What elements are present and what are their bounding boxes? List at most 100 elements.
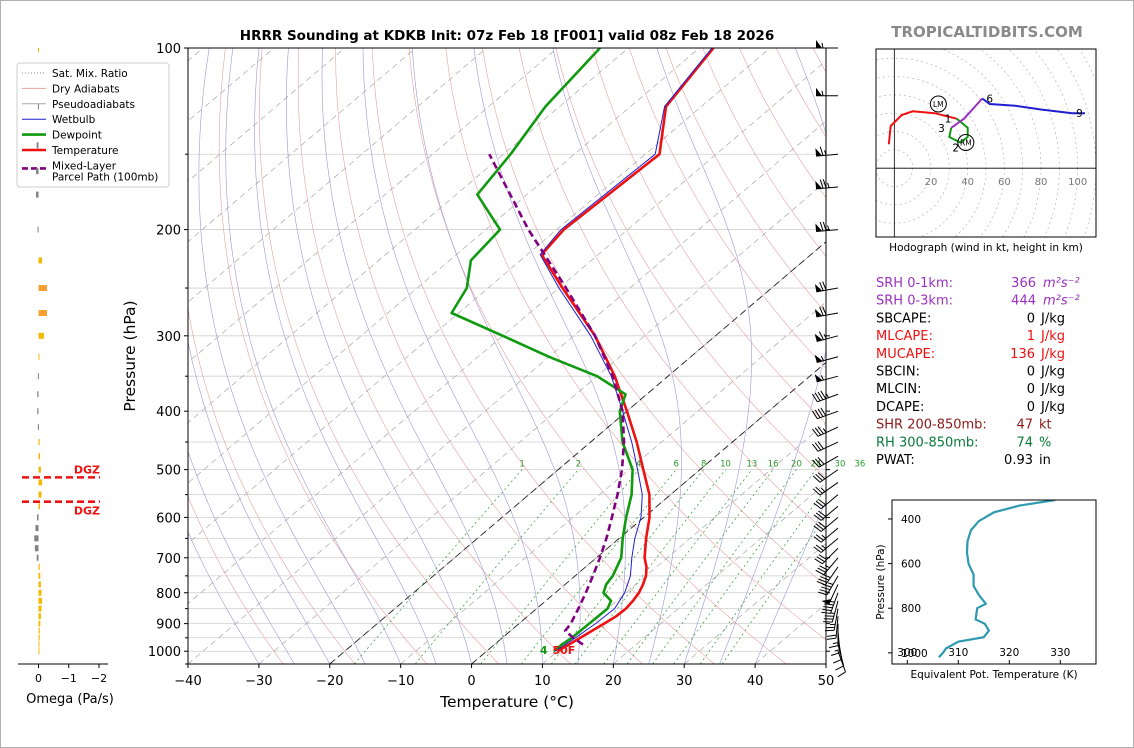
parameter-value: 0.93 — [1004, 453, 1033, 468]
mixing-ratio-label: 13 — [746, 460, 757, 470]
barb-staff — [831, 600, 839, 623]
barb-full — [833, 658, 843, 664]
barb-full — [814, 442, 822, 451]
mixing-ratio-line — [480, 469, 640, 664]
barb-flag — [815, 148, 823, 157]
barb-full — [837, 671, 846, 678]
wind-barb — [814, 547, 839, 565]
isotherm-line — [188, 48, 629, 424]
omega-bar — [36, 168, 39, 175]
legend-label: Temperature — [51, 145, 119, 157]
wind-barb — [812, 455, 839, 468]
moist-adiabat-line — [552, 48, 682, 664]
barb-full — [822, 179, 827, 189]
dry-adiabat-line — [297, 48, 571, 664]
barb-full — [814, 458, 822, 467]
mixing-ratio-label: 16 — [768, 460, 779, 470]
parameter-unit: kt — [1039, 418, 1052, 433]
dgz-label: DGZ — [74, 463, 100, 476]
wind-barb — [814, 374, 839, 383]
barb-full — [819, 146, 824, 156]
barb-staff — [818, 455, 839, 468]
wind-barb — [813, 505, 839, 521]
barb-full — [821, 611, 831, 614]
parameter-label: MUCAPE: — [876, 347, 935, 362]
barb-full — [817, 472, 826, 480]
moist-adiabat-line — [362, 48, 543, 664]
barb-staff — [833, 608, 839, 631]
moist-adiabat-line — [285, 48, 472, 664]
parameter-unit: % — [1039, 435, 1051, 450]
surface-dewpoint-label: 4 — [540, 644, 548, 657]
moist-adiabat-line — [188, 340, 331, 664]
barb-staff — [822, 547, 839, 565]
barb-full — [818, 521, 827, 529]
barb-full — [813, 502, 822, 510]
legend-box — [16, 62, 170, 188]
legend-label: Pseudoadiabats — [52, 99, 135, 111]
barb-half — [820, 375, 824, 381]
barb-half — [832, 642, 839, 645]
wind-barb — [826, 616, 839, 640]
barb-full — [819, 306, 824, 316]
hodograph-trace — [948, 117, 969, 144]
barb-staff — [830, 592, 839, 614]
dry-adiabat-line — [665, 48, 826, 314]
barb-full — [813, 536, 822, 543]
legend-label: Dewpoint — [52, 130, 102, 142]
watermark: TROPICALTIDBITS.COM — [891, 23, 1083, 41]
barb-staff — [820, 537, 839, 553]
barb-full — [818, 554, 827, 560]
parameter-value: 366 — [1011, 276, 1036, 291]
parameter-unit: J/kg — [1040, 365, 1065, 380]
x-tick-label: 30 — [676, 674, 693, 689]
x-tick-label: −10 — [387, 674, 414, 689]
storm-motion-marker — [957, 134, 975, 151]
barb-staff — [824, 566, 839, 586]
omega-xlabel: Omega (Pa/s) — [26, 692, 114, 707]
omega-bar — [38, 332, 44, 339]
parameter-label: PWAT: — [876, 453, 915, 468]
isotherm-line — [188, 48, 771, 544]
isotherm-line — [188, 48, 558, 363]
omega-bar — [38, 453, 41, 460]
skewt-background-lines — [188, 48, 826, 664]
barb-staff — [817, 410, 839, 420]
skewt-xlabel: Temperature (°C) — [439, 693, 574, 711]
mixing-ratio-line — [414, 469, 579, 664]
parameter-row: MLCAPE: 1 J/kg — [876, 329, 1065, 344]
barb-full — [820, 576, 830, 581]
omega-bar — [38, 466, 41, 473]
dry-adiabat-line — [555, 48, 826, 479]
barb-full — [819, 221, 824, 232]
barb-half — [821, 534, 827, 539]
barb-half — [821, 545, 827, 550]
barb-full — [813, 546, 822, 553]
barb-half — [828, 582, 834, 585]
skewt-legend: Sat. Mix. Ratio Dry Adiabats Pseudoadiabat… — [16, 62, 170, 188]
barb-full — [824, 603, 834, 606]
wind-barb — [813, 517, 839, 532]
dgz-label: DGZ — [74, 505, 100, 518]
barb-staff — [816, 186, 839, 190]
barb-full — [820, 390, 827, 399]
isotherm-line — [188, 48, 700, 484]
barb-full — [828, 645, 839, 649]
x-tick-label: −30 — [245, 674, 272, 689]
barb-flag — [814, 354, 823, 363]
skewt-ylabel: Pressure (hPa) — [121, 300, 139, 411]
barb-half — [829, 600, 835, 603]
barb-flag — [814, 308, 823, 317]
barb-full — [815, 512, 824, 519]
barb-flag — [814, 283, 823, 292]
barb-staff — [837, 644, 845, 666]
hodograph-height-label: 6 — [986, 94, 993, 106]
parameter-label: MLCIN: — [876, 382, 921, 397]
omega-bar — [38, 257, 43, 264]
y-tick-label: 900 — [156, 618, 181, 633]
barb-staff — [820, 505, 839, 521]
barb-half — [821, 42, 824, 49]
barb-staff — [820, 517, 839, 532]
omega-bar — [38, 503, 41, 510]
moist-adiabat-line — [198, 48, 366, 664]
